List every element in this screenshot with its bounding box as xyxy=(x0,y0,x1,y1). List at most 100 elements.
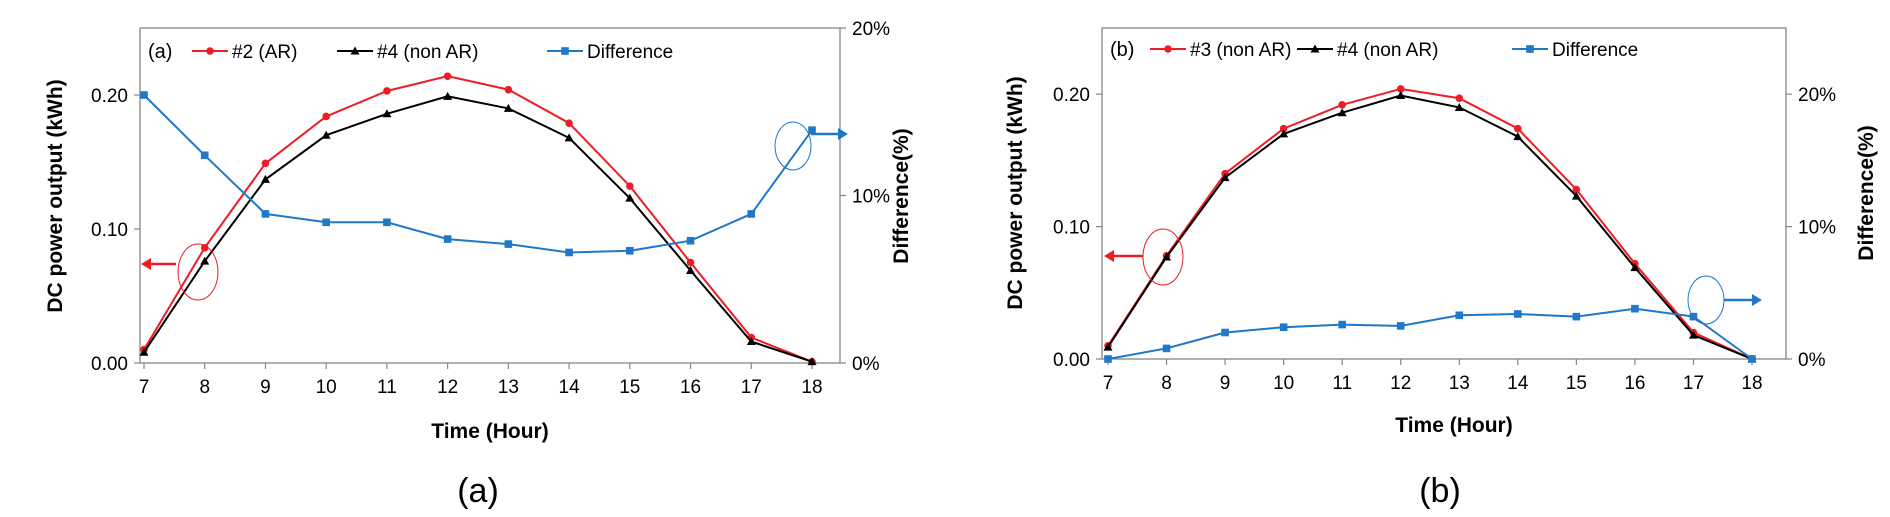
legend-label-b-2: Difference xyxy=(1552,40,1638,61)
data-point-b-2 xyxy=(1514,310,1522,318)
legend-label-a-2: Difference xyxy=(587,42,673,63)
x-tick-label-b: 15 xyxy=(1566,373,1587,394)
data-point-b-1 xyxy=(1454,102,1464,111)
data-point-a-1 xyxy=(260,174,270,183)
x-tick-label-b: 10 xyxy=(1273,373,1294,394)
data-point-a-0 xyxy=(383,87,391,95)
x-tick-label-a: 12 xyxy=(437,377,458,398)
plot-frame-b xyxy=(1101,27,1787,360)
x-tick-label-b: 9 xyxy=(1220,373,1231,394)
y-tick-label-a: 0.00 xyxy=(91,354,128,375)
data-point-b-1 xyxy=(1513,132,1523,141)
data-point-a-1 xyxy=(382,109,392,118)
legend-label-a-1: #4 (non AR) xyxy=(377,42,478,63)
y2-tick-label-a: 0% xyxy=(852,354,880,375)
x-tick-label-b: 16 xyxy=(1624,373,1645,394)
data-point-a-1 xyxy=(443,91,453,100)
data-point-b-2 xyxy=(1455,311,1464,320)
legend-marker-a-0 xyxy=(206,47,214,55)
data-point-a-2 xyxy=(261,210,270,218)
x-axis-label-a: Time (Hour) xyxy=(431,420,548,443)
x-tick-label-b: 8 xyxy=(1161,373,1172,394)
data-point-b-2 xyxy=(1279,323,1288,332)
data-point-a-1 xyxy=(139,347,149,356)
legend-marker-b-2 xyxy=(1526,45,1534,53)
data-point-a-2 xyxy=(322,218,330,227)
data-point-a-2 xyxy=(140,91,148,99)
data-point-a-0 xyxy=(565,119,573,127)
data-point-a-2 xyxy=(383,218,391,227)
data-point-a-0 xyxy=(261,159,270,168)
x-tick-label-a: 10 xyxy=(316,377,337,398)
x-tick-label-a: 13 xyxy=(498,377,519,398)
y2-tick-label-a: 10% xyxy=(852,187,890,208)
data-point-b-1 xyxy=(1337,108,1347,117)
data-point-a-2 xyxy=(443,235,452,243)
data-point-b-1 xyxy=(1162,252,1172,261)
data-point-a-2 xyxy=(200,151,209,160)
x-tick-label-a: 16 xyxy=(680,377,701,398)
data-point-b-2 xyxy=(1221,328,1229,337)
y-tick-label-b: 0.10 xyxy=(1053,218,1090,239)
series-line-b-2 xyxy=(1107,307,1753,360)
y-tick-label-b: 0.20 xyxy=(1053,85,1090,106)
data-point-a-1 xyxy=(200,256,210,265)
data-point-a-1 xyxy=(625,193,635,202)
data-point-a-2 xyxy=(504,240,513,248)
legend-marker-a-1 xyxy=(350,46,360,55)
data-point-a-0 xyxy=(504,85,513,94)
series-line-a-1 xyxy=(143,95,813,363)
annotation-arrowhead-left-b xyxy=(1104,250,1114,262)
y2-tick-label-b: 20% xyxy=(1798,85,1836,106)
data-point-a-0 xyxy=(322,112,330,121)
data-point-a-1 xyxy=(807,357,817,366)
annotation-arrowhead-left-a xyxy=(141,258,151,270)
legend-label-b-0: #3 (non AR) xyxy=(1190,40,1291,61)
series-line-b-0 xyxy=(1107,87,1753,360)
y-axis-label-b: DC power output (kWh) xyxy=(1004,76,1027,309)
data-point-a-1 xyxy=(746,337,756,346)
data-point-a-0 xyxy=(200,243,209,252)
data-point-a-2 xyxy=(565,248,573,257)
series-line-a-0 xyxy=(143,75,813,363)
x-tick-label-b: 18 xyxy=(1741,373,1762,394)
data-point-b-0 xyxy=(1338,100,1346,109)
data-point-b-2 xyxy=(1631,304,1639,313)
data-point-b-0 xyxy=(1514,124,1522,133)
legend-label-a-0: #2 (AR) xyxy=(232,42,297,63)
y-axis-label-a: DC power output (kWh) xyxy=(44,79,67,312)
x-tick-label-a: 15 xyxy=(619,377,640,398)
y-tick-label-a: 0.20 xyxy=(91,86,128,107)
data-point-a-1 xyxy=(686,266,696,275)
x-tick-label-b: 13 xyxy=(1449,373,1470,394)
data-point-a-0 xyxy=(443,72,452,81)
data-point-a-0 xyxy=(686,258,695,267)
x-tick-label-b: 11 xyxy=(1332,373,1352,394)
data-point-a-2 xyxy=(747,210,756,218)
panel-label-a: (a) xyxy=(148,41,172,63)
data-point-b-0 xyxy=(1455,94,1464,102)
y2-tick-label-b: 10% xyxy=(1798,218,1836,239)
annotation-ellipse-right-b xyxy=(1687,275,1725,325)
y2-tick-label-b: 0% xyxy=(1798,350,1826,371)
x-tick-label-a: 17 xyxy=(741,377,762,398)
chart-panel-b: (b) Time (Hour) DC power output (kWh) Di… xyxy=(1004,27,1878,510)
x-tick-label-a: 9 xyxy=(260,377,271,398)
legend-marker-b-1 xyxy=(1310,44,1320,53)
y-tick-label-a: 0.10 xyxy=(91,220,128,241)
x-tick-label-a: 14 xyxy=(559,377,581,398)
x-tick-label-a: 8 xyxy=(199,377,210,398)
x-tick-label-b: 12 xyxy=(1390,373,1411,394)
x-axis-label-b: Time (Hour) xyxy=(1395,414,1512,437)
data-point-a-1 xyxy=(321,130,331,139)
annotation-ellipse-left-a xyxy=(177,243,219,301)
data-point-b-2 xyxy=(1104,355,1112,363)
caption-b: (b) xyxy=(1419,472,1461,510)
annotation-arrowhead-right-a xyxy=(838,128,848,140)
data-point-b-2 xyxy=(1162,344,1171,353)
data-point-a-2 xyxy=(626,246,634,255)
panel-label-b: (b) xyxy=(1110,39,1134,61)
data-point-b-1 xyxy=(1220,173,1230,182)
y2-axis-label-b: Difference(%) xyxy=(1855,125,1878,260)
